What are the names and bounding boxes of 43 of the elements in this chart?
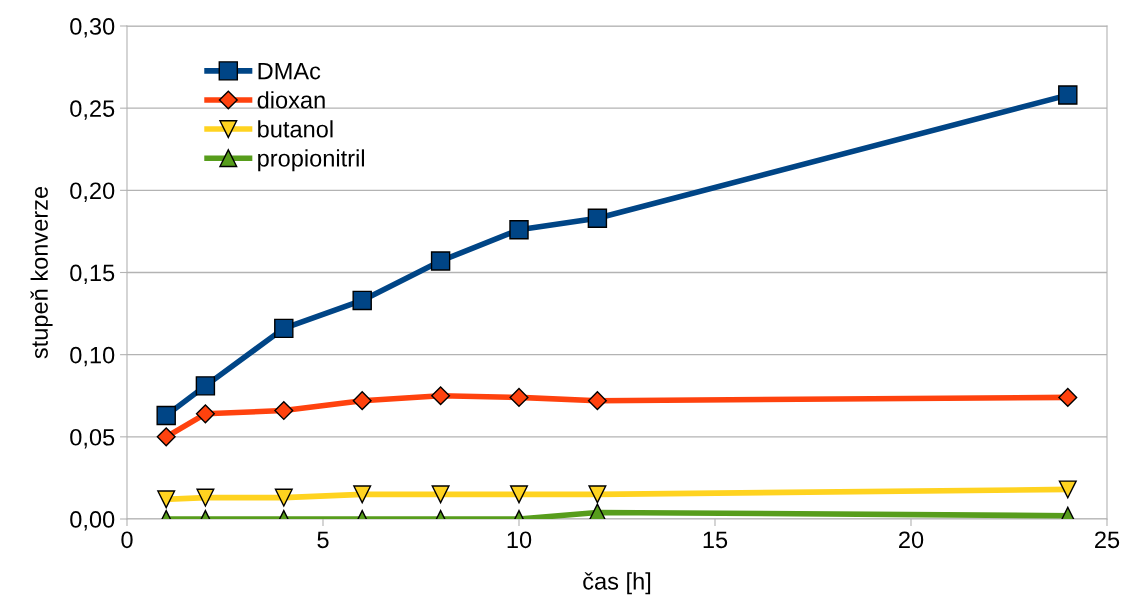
point [1058, 480, 1077, 499]
x-tick-label: 15 [703, 531, 728, 549]
x-tick-label: 20 [899, 531, 924, 549]
y-tick-label: 0,10 [70, 346, 115, 367]
point [352, 391, 372, 411]
point [352, 290, 372, 311]
point [1058, 387, 1078, 407]
point [157, 490, 176, 509]
point [587, 208, 608, 228]
y-tick-label: 0,25 [70, 100, 115, 120]
x-tick-label: 10 [507, 531, 532, 549]
point [587, 391, 607, 411]
point [274, 488, 293, 507]
point [274, 318, 294, 339]
point [196, 488, 215, 507]
point [195, 376, 216, 396]
point [431, 386, 451, 406]
point [431, 485, 450, 504]
legend-label: dioxan [257, 91, 325, 109]
point [156, 427, 176, 447]
point [430, 251, 451, 271]
point [195, 404, 215, 424]
point [588, 485, 607, 504]
point [509, 387, 529, 407]
y-tick-label: 0,00 [70, 511, 115, 531]
y-tick-label: 0,30 [70, 18, 115, 38]
point [509, 485, 529, 504]
y-axis-title: stupeň konverze [30, 186, 53, 359]
legend-label: propionitril [258, 149, 364, 172]
point [353, 485, 372, 504]
point [1058, 85, 1078, 105]
y-tick-label: 0,15 [70, 264, 115, 285]
x-tick-label: 0 [121, 531, 133, 549]
y-tick-label: 0,20 [70, 182, 115, 202]
point [509, 220, 529, 240]
x-tick-label: 5 [317, 531, 329, 549]
legend-label: butanol [258, 120, 333, 138]
legend-label: DMAc [258, 62, 321, 80]
x-axis-title: čas [h] [583, 572, 651, 595]
x-tick-label: 25 [1095, 531, 1120, 549]
point [274, 401, 294, 421]
y-tick-label: 0,05 [70, 428, 115, 449]
point [156, 405, 176, 426]
